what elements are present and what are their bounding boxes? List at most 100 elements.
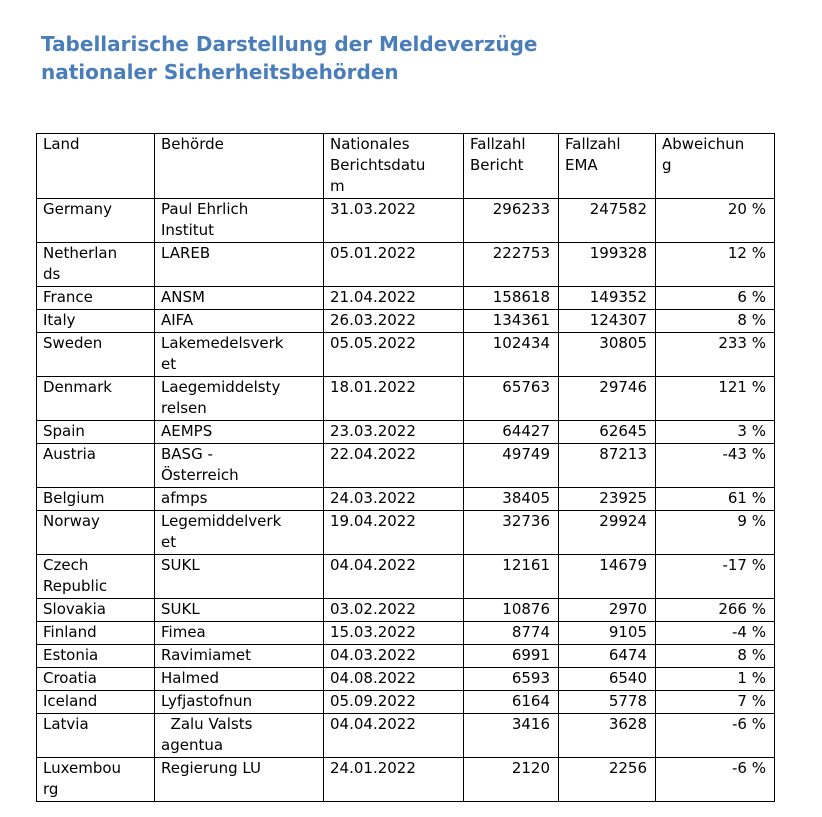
cell-fallzahl-bericht: 6164	[463, 690, 559, 714]
cell-land: Netherlan ds	[36, 242, 155, 287]
cell-land: Latvia	[36, 713, 155, 758]
cell-berichtsdatum: 24.03.2022	[323, 487, 464, 511]
cell-land: Germany	[36, 198, 155, 243]
cell-berichtsdatum: 04.04.2022	[323, 713, 464, 758]
cell-land: Slovakia	[36, 598, 155, 622]
cell-fallzahl-bericht: 8774	[463, 621, 559, 645]
table-row: Spain AEMPS 23.03.2022 64427 62645 3 %	[36, 420, 775, 444]
cell-fallzahl-ema: 87213	[558, 443, 656, 488]
table-row: Italy AIFA 26.03.2022 134361 124307 8 %	[36, 309, 775, 333]
cell-abweichung: -6 %	[655, 757, 775, 802]
cell-land: Finland	[36, 621, 155, 645]
cell-berichtsdatum: 04.04.2022	[323, 554, 464, 599]
cell-abweichung: 61 %	[655, 487, 775, 511]
cell-abweichung: 266 %	[655, 598, 775, 622]
cell-berichtsdatum: 24.01.2022	[323, 757, 464, 802]
cell-fallzahl-ema: 2256	[558, 757, 656, 802]
cell-fallzahl-ema: 3628	[558, 713, 656, 758]
cell-fallzahl-ema: 23925	[558, 487, 656, 511]
cell-fallzahl-bericht: 38405	[463, 487, 559, 511]
table-row: Sweden Lakemedelsverk et 05.05.2022 102434 3…	[36, 332, 775, 377]
cell-land: Croatia	[36, 667, 155, 691]
cell-berichtsdatum: 21.04.2022	[323, 286, 464, 310]
cell-fallzahl-bericht: 12161	[463, 554, 559, 599]
table-row: Germany Paul Ehrlich Institut 31.03.2022 29…	[36, 198, 775, 243]
cell-abweichung: -43 %	[655, 443, 775, 488]
cell-berichtsdatum: 05.09.2022	[323, 690, 464, 714]
column-header-behoerde: Behörde	[154, 133, 324, 199]
cell-berichtsdatum: 05.01.2022	[323, 242, 464, 287]
cell-berichtsdatum: 22.04.2022	[323, 443, 464, 488]
cell-fallzahl-ema: 6474	[558, 644, 656, 668]
table-row: France ANSM 21.04.2022 158618 149352 6 %	[36, 286, 775, 310]
cell-berichtsdatum: 04.08.2022	[323, 667, 464, 691]
cell-fallzahl-bericht: 102434	[463, 332, 559, 377]
cell-fallzahl-ema: 14679	[558, 554, 656, 599]
table-row: Luxembou rg Regierung LU 24.01.2022 2120 225…	[36, 757, 775, 802]
cell-behoerde: Ravimiamet	[154, 644, 324, 668]
cell-abweichung: 8 %	[655, 309, 775, 333]
cell-fallzahl-ema: 2970	[558, 598, 656, 622]
cell-land: Iceland	[36, 690, 155, 714]
table-row: Denmark Laegemiddelsty relsen 18.01.2022 65…	[36, 376, 775, 421]
cell-behoerde: Fimea	[154, 621, 324, 645]
cell-berichtsdatum: 15.03.2022	[323, 621, 464, 645]
header-row: Land Behörde Nationales Berichtsdatu m Fall…	[36, 133, 775, 199]
cell-fallzahl-bericht: 6991	[463, 644, 559, 668]
cell-fallzahl-bericht: 222753	[463, 242, 559, 287]
cell-berichtsdatum: 31.03.2022	[323, 198, 464, 243]
cell-abweichung: -17 %	[655, 554, 775, 599]
cell-fallzahl-bericht: 65763	[463, 376, 559, 421]
cell-fallzahl-ema: 149352	[558, 286, 656, 310]
column-header-abweichung: Abweichun g	[655, 133, 775, 199]
column-header-fallzahl-ema: Fallzahl EMA	[558, 133, 656, 199]
table-row: Netherlan ds LAREB 05.01.2022 222753 199328 1…	[36, 242, 775, 287]
cell-behoerde: AIFA	[154, 309, 324, 333]
cell-berichtsdatum: 04.03.2022	[323, 644, 464, 668]
column-header-fallzahl-bericht: Fallzahl Bericht	[463, 133, 559, 199]
cell-land: Austria	[36, 443, 155, 488]
cell-abweichung: 233 %	[655, 332, 775, 377]
column-header-land: Land	[36, 133, 155, 199]
cell-fallzahl-ema: 124307	[558, 309, 656, 333]
cell-behoerde: Regierung LU	[154, 757, 324, 802]
cell-fallzahl-bericht: 32736	[463, 510, 559, 555]
cell-fallzahl-bericht: 6593	[463, 667, 559, 691]
cell-behoerde: Halmed	[154, 667, 324, 691]
table-row: Czech Republic SUKL 04.04.2022 12161 14679 -1…	[36, 554, 775, 599]
table-body: Germany Paul Ehrlich Institut 31.03.2022 29…	[36, 198, 775, 802]
cell-behoerde: BASG - Österreich	[154, 443, 324, 488]
meldeverzug-table: Land Behörde Nationales Berichtsdatu m Fall…	[36, 133, 775, 802]
cell-fallzahl-ema: 6540	[558, 667, 656, 691]
cell-fallzahl-ema: 62645	[558, 420, 656, 444]
cell-fallzahl-ema: 199328	[558, 242, 656, 287]
table-row: Estonia Ravimiamet 04.03.2022 6991 6474 8 %	[36, 644, 775, 668]
cell-berichtsdatum: 03.02.2022	[323, 598, 464, 622]
cell-berichtsdatum: 05.05.2022	[323, 332, 464, 377]
cell-fallzahl-bericht: 49749	[463, 443, 559, 488]
cell-behoerde: Paul Ehrlich Institut	[154, 198, 324, 243]
cell-abweichung: -6 %	[655, 713, 775, 758]
cell-behoerde: LAREB	[154, 242, 324, 287]
cell-fallzahl-bericht: 10876	[463, 598, 559, 622]
cell-land: Sweden	[36, 332, 155, 377]
cell-abweichung: 8 %	[655, 644, 775, 668]
cell-berichtsdatum: 18.01.2022	[323, 376, 464, 421]
cell-behoerde: Lyfjastofnun	[154, 690, 324, 714]
cell-abweichung: 3 %	[655, 420, 775, 444]
table-row: Latvia Zalu Valsts agentua 04.04.2022 3416…	[36, 713, 775, 758]
cell-fallzahl-bericht: 3416	[463, 713, 559, 758]
cell-behoerde: Legemiddelverk et	[154, 510, 324, 555]
cell-fallzahl-ema: 247582	[558, 198, 656, 243]
table-row: Austria BASG - Österreich 22.04.2022 49749 8…	[36, 443, 775, 488]
cell-behoerde: Zalu Valsts agentua	[154, 713, 324, 758]
cell-abweichung: 6 %	[655, 286, 775, 310]
table-row: Iceland Lyfjastofnun 05.09.2022 6164 5778 7 %	[36, 690, 775, 714]
cell-fallzahl-bericht: 64427	[463, 420, 559, 444]
cell-behoerde: SUKL	[154, 554, 324, 599]
cell-fallzahl-ema: 30805	[558, 332, 656, 377]
table-header: Land Behörde Nationales Berichtsdatu m Fall…	[36, 133, 775, 199]
table-row: Belgium afmps 24.03.2022 38405 23925 61 %	[36, 487, 775, 511]
cell-abweichung: -4 %	[655, 621, 775, 645]
